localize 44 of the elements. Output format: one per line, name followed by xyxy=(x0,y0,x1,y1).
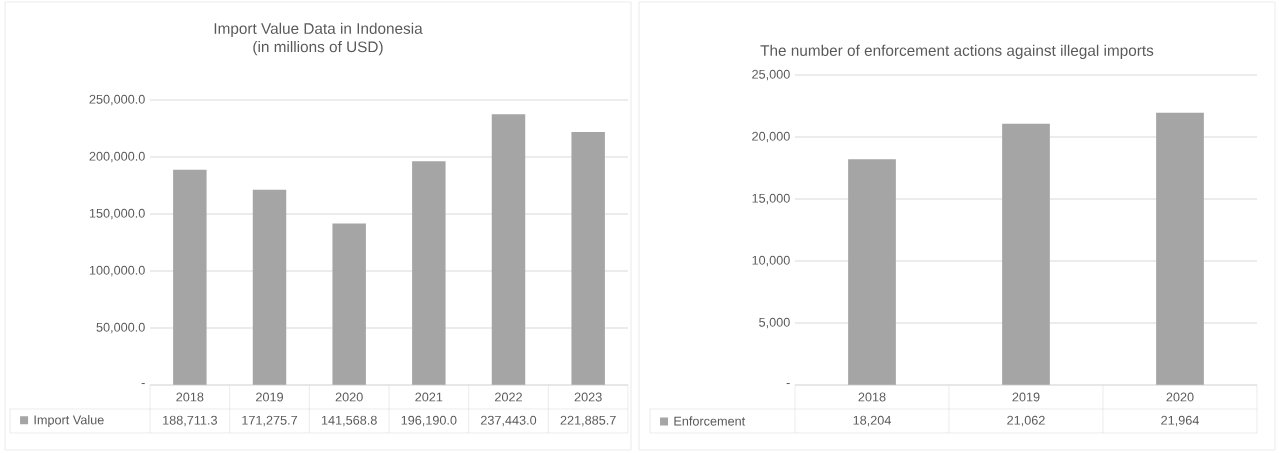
data-label: 221,885.7 xyxy=(560,415,616,427)
bar xyxy=(491,114,526,385)
y-tick-label: - xyxy=(786,383,790,385)
y-tick-label: 25,000 xyxy=(752,69,790,81)
x-tick-label: 2020 xyxy=(335,392,363,402)
data-label: 196,190.0 xyxy=(401,415,457,427)
x-tick-label: 2018 xyxy=(176,392,204,402)
y-tick-label: 15,000 xyxy=(752,193,790,205)
x-tick-label: 2023 xyxy=(574,392,602,402)
y-tick-label: 150,000.0 xyxy=(89,208,145,220)
data-label: 21,062 xyxy=(1007,415,1045,427)
bar xyxy=(571,132,605,385)
data-label: 188,711.3 xyxy=(163,415,217,427)
chart-subtitle: (in millions of USD) xyxy=(253,41,383,56)
bar xyxy=(332,223,366,385)
bar xyxy=(412,161,446,385)
y-tick-label: 200,000.0 xyxy=(89,151,145,163)
x-tick-label: 2020 xyxy=(1166,392,1194,402)
bar xyxy=(252,189,287,385)
y-tick-label: 100,000.0 xyxy=(89,265,145,277)
bar xyxy=(1002,123,1050,385)
x-tick-label: 2019 xyxy=(1012,392,1040,402)
data-label: 21,964 xyxy=(1161,415,1199,427)
y-tick-label: 20,000 xyxy=(752,131,790,143)
x-tick-label: 2019 xyxy=(256,392,283,402)
y-tick-label: - xyxy=(141,383,145,385)
chart-title: The number of enforcement actions against illegal imports xyxy=(760,44,1154,59)
x-tick-label: 2021 xyxy=(415,392,443,402)
x-tick-label: 2022 xyxy=(495,392,522,402)
chart-title: Import Value Data in Indonesia xyxy=(214,22,423,37)
bar xyxy=(173,169,207,385)
data-label: 18,204 xyxy=(853,415,891,427)
legend-label: Import Value xyxy=(34,415,104,427)
bar xyxy=(1156,112,1204,385)
y-tick-label: 5,000 xyxy=(759,317,790,329)
bar xyxy=(848,159,896,385)
y-tick-label: 50,000.0 xyxy=(96,322,145,334)
legend-label: Enforcement xyxy=(674,416,746,426)
data-label: 171,275.7 xyxy=(242,415,298,427)
y-tick-label: 250,000.0 xyxy=(89,94,145,106)
data-label: 237,443.0 xyxy=(480,415,537,427)
x-tick-label: 2018 xyxy=(858,392,886,402)
data-label: 141,568.8 xyxy=(321,415,377,427)
y-tick-label: 10,000 xyxy=(752,255,790,267)
